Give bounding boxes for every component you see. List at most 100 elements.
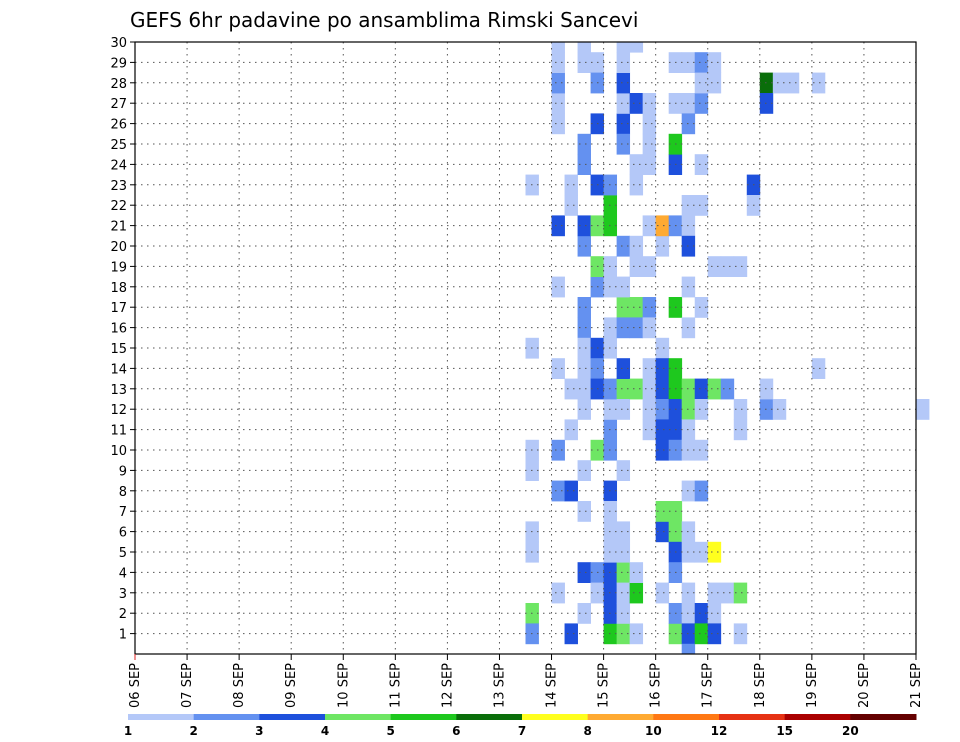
heatmap-cell — [551, 113, 565, 135]
heatmap-cell — [694, 154, 709, 175]
heatmap-cell — [564, 195, 578, 216]
heatmap-cell — [655, 358, 670, 379]
y-tick-label: 30 — [110, 36, 127, 51]
dotted-grid — [135, 41, 916, 654]
heatmap-cell — [720, 256, 735, 277]
colorbar: 1 2 3 4 5 6 7 8 10 12 15 20 — [124, 714, 917, 738]
heatmap-cell — [694, 603, 709, 624]
heatmap-cell — [616, 72, 631, 94]
x-tick-label: 19 SEP — [805, 663, 820, 708]
heatmap-cell — [551, 480, 565, 502]
heatmap-cell — [629, 93, 644, 114]
heatmap-cell — [564, 378, 578, 400]
heatmap-cell — [642, 399, 657, 420]
heatmap-cell — [759, 93, 774, 114]
heatmap-cell — [694, 399, 709, 420]
y-tick-label: 21 — [110, 220, 127, 235]
heatmap-cell — [577, 501, 591, 522]
heatmap-cell — [629, 256, 644, 277]
x-tick-label: 16 SEP — [649, 663, 664, 708]
heatmap-cell — [642, 215, 657, 237]
heatmap-cell — [551, 215, 565, 237]
heatmap-cell — [577, 235, 591, 257]
y-tick-label: 14 — [110, 362, 127, 377]
x-tick-label: 06 SEP — [128, 663, 143, 708]
heatmap-cell — [577, 358, 591, 379]
heatmap-cell — [655, 235, 670, 257]
heatmap-cell — [629, 562, 644, 583]
colorbar-swatch — [128, 714, 195, 720]
colorbar-label: 20 — [842, 724, 859, 738]
colorbar-swatch — [259, 714, 326, 720]
y-tick-label: 11 — [110, 424, 127, 439]
heatmap-cell — [551, 42, 565, 53]
heatmap-cell — [629, 317, 644, 339]
heatmap-cell — [629, 235, 644, 257]
heatmap-cell — [551, 93, 565, 114]
y-axis: 1234567891011121314151617181920212223242… — [110, 36, 135, 643]
heatmap-cell — [616, 358, 631, 379]
x-tick-label: 07 SEP — [180, 663, 195, 708]
heatmap-cell — [707, 582, 722, 604]
heatmap-cell — [642, 378, 657, 400]
colorbar-label: 3 — [255, 724, 263, 738]
heatmap-cell — [577, 562, 591, 583]
heatmap-cell — [629, 378, 644, 400]
colorbar-label: 12 — [711, 724, 728, 738]
heatmap-cell — [629, 42, 644, 53]
colorbar-swatch — [719, 714, 786, 720]
heatmap-cell — [616, 276, 631, 298]
y-tick-label: 3 — [119, 587, 127, 602]
x-tick-label: 14 SEP — [545, 663, 560, 708]
heatmap-cell — [785, 72, 800, 94]
colorbar-swatch — [784, 714, 851, 720]
heatmap-cell — [629, 154, 644, 175]
heatmap-cell — [655, 337, 670, 359]
x-tick-label: 21 SEP — [909, 663, 924, 708]
heatmap-cells — [525, 42, 930, 655]
x-tick-label: 17 SEP — [701, 663, 716, 708]
heatmap-cell — [655, 501, 670, 522]
heatmap-cell — [720, 582, 735, 604]
x-tick-label: 10 SEP — [336, 663, 351, 708]
heatmap-cell — [694, 195, 709, 216]
y-tick-label: 27 — [110, 97, 127, 112]
colorbar-label: 7 — [518, 724, 526, 738]
heatmap-cell — [577, 378, 591, 400]
heatmap-cell — [629, 174, 644, 196]
colorbar-label: 5 — [386, 724, 394, 738]
heatmap-cell — [642, 113, 657, 135]
heatmap-cell — [707, 378, 722, 400]
heatmap-cell — [642, 419, 657, 441]
heatmap-cell — [616, 52, 631, 73]
heatmap-cell — [642, 133, 657, 155]
heatmap-cell — [564, 623, 578, 645]
heatmap-cell — [616, 582, 631, 604]
heatmap-cell — [577, 215, 591, 237]
colorbar-swatch — [390, 714, 457, 720]
heatmap-cell — [733, 582, 748, 604]
heatmap-cell — [616, 93, 631, 114]
heatmap-cell — [733, 256, 748, 277]
y-tick-label: 15 — [110, 342, 127, 357]
y-tick-label: 24 — [110, 158, 127, 173]
heatmap-cell — [759, 399, 774, 420]
heatmap-cell — [551, 276, 565, 298]
heatmap-cell — [694, 480, 709, 502]
heatmap-cell — [577, 460, 591, 481]
heatmap-cell — [577, 337, 591, 359]
x-axis: 06 SEP 07 SEP 08 SEP 09 SEP 10 SEP 11 SEP 12 S… — [128, 654, 924, 708]
heatmap-cell — [694, 93, 709, 114]
heatmap-cell — [655, 582, 670, 604]
heatmap-cell — [694, 541, 709, 563]
y-tick-label: 20 — [110, 240, 127, 255]
y-tick-label: 9 — [119, 464, 127, 479]
heatmap-cell — [916, 399, 930, 420]
y-tick-label: 28 — [110, 77, 127, 92]
colorbar-swatch — [653, 714, 720, 720]
heatmap-cell — [564, 480, 578, 502]
heatmap-cell — [577, 52, 591, 73]
heatmap-cell — [616, 113, 631, 135]
y-tick-label: 26 — [110, 118, 127, 133]
